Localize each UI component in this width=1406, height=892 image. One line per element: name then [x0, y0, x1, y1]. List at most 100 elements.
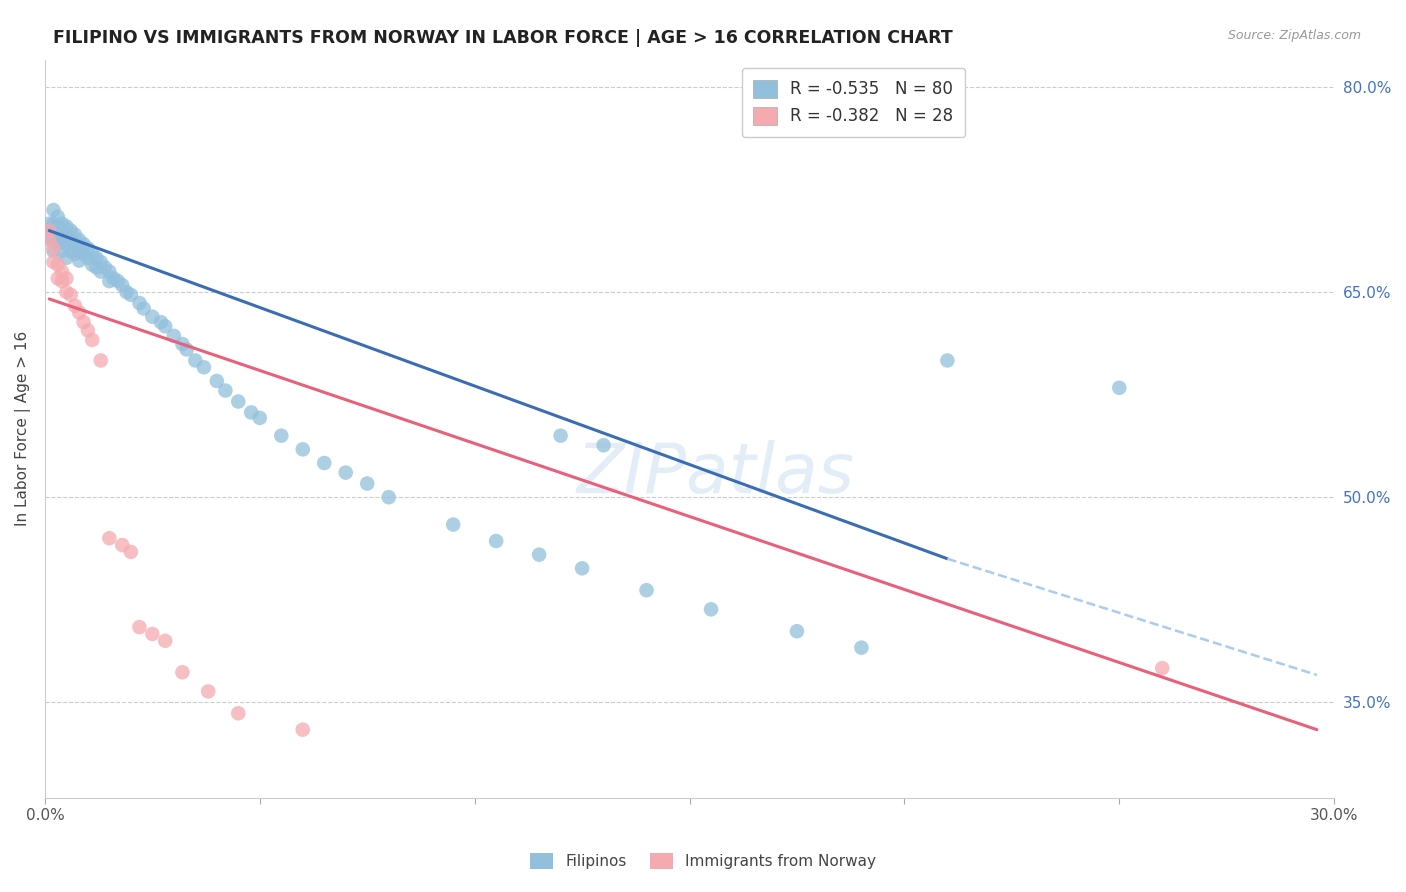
Point	[550, 428, 572, 442]
Point	[42, 217, 65, 231]
Point	[193, 360, 215, 375]
Point	[46, 210, 69, 224]
Legend: Filipinos, Immigrants from Norway: Filipinos, Immigrants from Norway	[524, 847, 882, 875]
Point	[356, 476, 378, 491]
Point	[55, 237, 77, 252]
Point	[63, 237, 86, 252]
Point	[335, 466, 357, 480]
Point	[240, 405, 263, 419]
Point	[98, 531, 121, 545]
Point	[141, 310, 163, 324]
Point	[197, 684, 219, 698]
Point	[63, 227, 86, 242]
Point	[176, 343, 198, 357]
Point	[98, 264, 121, 278]
Point	[291, 442, 314, 457]
Point	[46, 258, 69, 272]
Point	[42, 241, 65, 255]
Point	[55, 227, 77, 242]
Point	[172, 665, 194, 680]
Point	[132, 301, 155, 316]
Point	[59, 223, 82, 237]
Point	[72, 247, 94, 261]
Point	[55, 271, 77, 285]
Point	[38, 217, 60, 231]
Point	[55, 251, 77, 265]
Point	[51, 244, 73, 258]
Point	[63, 247, 86, 261]
Point	[51, 274, 73, 288]
Point	[291, 723, 314, 737]
Point	[86, 251, 108, 265]
Legend: R = -0.535   N = 80, R = -0.382   N = 28: R = -0.535 N = 80, R = -0.382 N = 28	[742, 68, 965, 137]
Point	[103, 271, 125, 285]
Point	[42, 255, 65, 269]
Point	[51, 223, 73, 237]
Point	[314, 456, 336, 470]
Point	[42, 244, 65, 258]
Point	[226, 394, 249, 409]
Point	[42, 233, 65, 247]
Point	[936, 353, 959, 368]
Point	[851, 640, 873, 655]
Point	[592, 438, 614, 452]
Point	[38, 223, 60, 237]
Point	[46, 271, 69, 285]
Text: ZIPatlas: ZIPatlas	[576, 440, 855, 507]
Point	[42, 202, 65, 217]
Point	[155, 319, 177, 334]
Point	[82, 258, 104, 272]
Point	[172, 337, 194, 351]
Point	[90, 353, 112, 368]
Point	[111, 278, 134, 293]
Point	[377, 490, 399, 504]
Point	[485, 533, 508, 548]
Point	[51, 217, 73, 231]
Point	[571, 561, 593, 575]
Point	[46, 227, 69, 242]
Point	[82, 247, 104, 261]
Point	[205, 374, 228, 388]
Y-axis label: In Labor Force | Age > 16: In Labor Force | Age > 16	[15, 331, 31, 526]
Point	[76, 251, 98, 265]
Point	[38, 223, 60, 237]
Point	[1152, 661, 1174, 675]
Text: FILIPINO VS IMMIGRANTS FROM NORWAY IN LABOR FORCE | AGE > 16 CORRELATION CHART: FILIPINO VS IMMIGRANTS FROM NORWAY IN LA…	[53, 29, 953, 46]
Point	[59, 244, 82, 258]
Point	[86, 260, 108, 275]
Point	[67, 233, 90, 247]
Point	[120, 288, 142, 302]
Point	[636, 583, 658, 598]
Point	[72, 315, 94, 329]
Point	[90, 255, 112, 269]
Point	[72, 237, 94, 252]
Point	[67, 253, 90, 268]
Point	[46, 219, 69, 234]
Point	[63, 299, 86, 313]
Point	[111, 538, 134, 552]
Point	[527, 548, 550, 562]
Point	[82, 333, 104, 347]
Point	[42, 223, 65, 237]
Point	[128, 620, 150, 634]
Point	[55, 285, 77, 299]
Point	[141, 627, 163, 641]
Point	[270, 428, 292, 442]
Text: Source: ZipAtlas.com: Source: ZipAtlas.com	[1227, 29, 1361, 42]
Point	[226, 706, 249, 721]
Point	[67, 305, 90, 319]
Point	[59, 288, 82, 302]
Point	[214, 384, 236, 398]
Point	[163, 329, 186, 343]
Point	[67, 244, 90, 258]
Point	[46, 237, 69, 252]
Point	[94, 260, 117, 275]
Point	[51, 233, 73, 247]
Point	[786, 624, 808, 639]
Point	[128, 296, 150, 310]
Point	[184, 353, 207, 368]
Point	[115, 285, 138, 299]
Point	[249, 410, 271, 425]
Point	[59, 233, 82, 247]
Point	[700, 602, 723, 616]
